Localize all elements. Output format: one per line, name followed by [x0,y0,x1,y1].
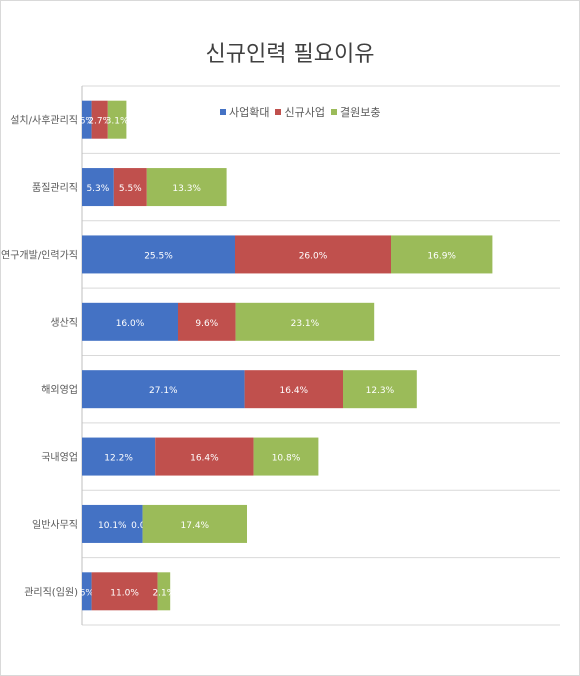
legend-item-series-3: 결원보충 [330,104,381,120]
legend-swatch-series-1 [220,109,226,115]
legend-swatch-series-3 [330,109,337,115]
legend-label-series-1: 사업확대 [229,106,270,119]
chart-title: 신규인력 필요이유 [205,42,375,67]
legend-swatch-series-2 [275,109,282,115]
legend-item-series-1: 사업확대 [220,104,269,120]
legend-label-series-2: 신규사업 [284,106,325,119]
legend-label-series-3: 결원보충 [339,106,381,119]
legend-item-series-2: 신규사업 [275,104,325,120]
chart-legend: 사업확대 신규사업 결원보충 [220,104,380,120]
